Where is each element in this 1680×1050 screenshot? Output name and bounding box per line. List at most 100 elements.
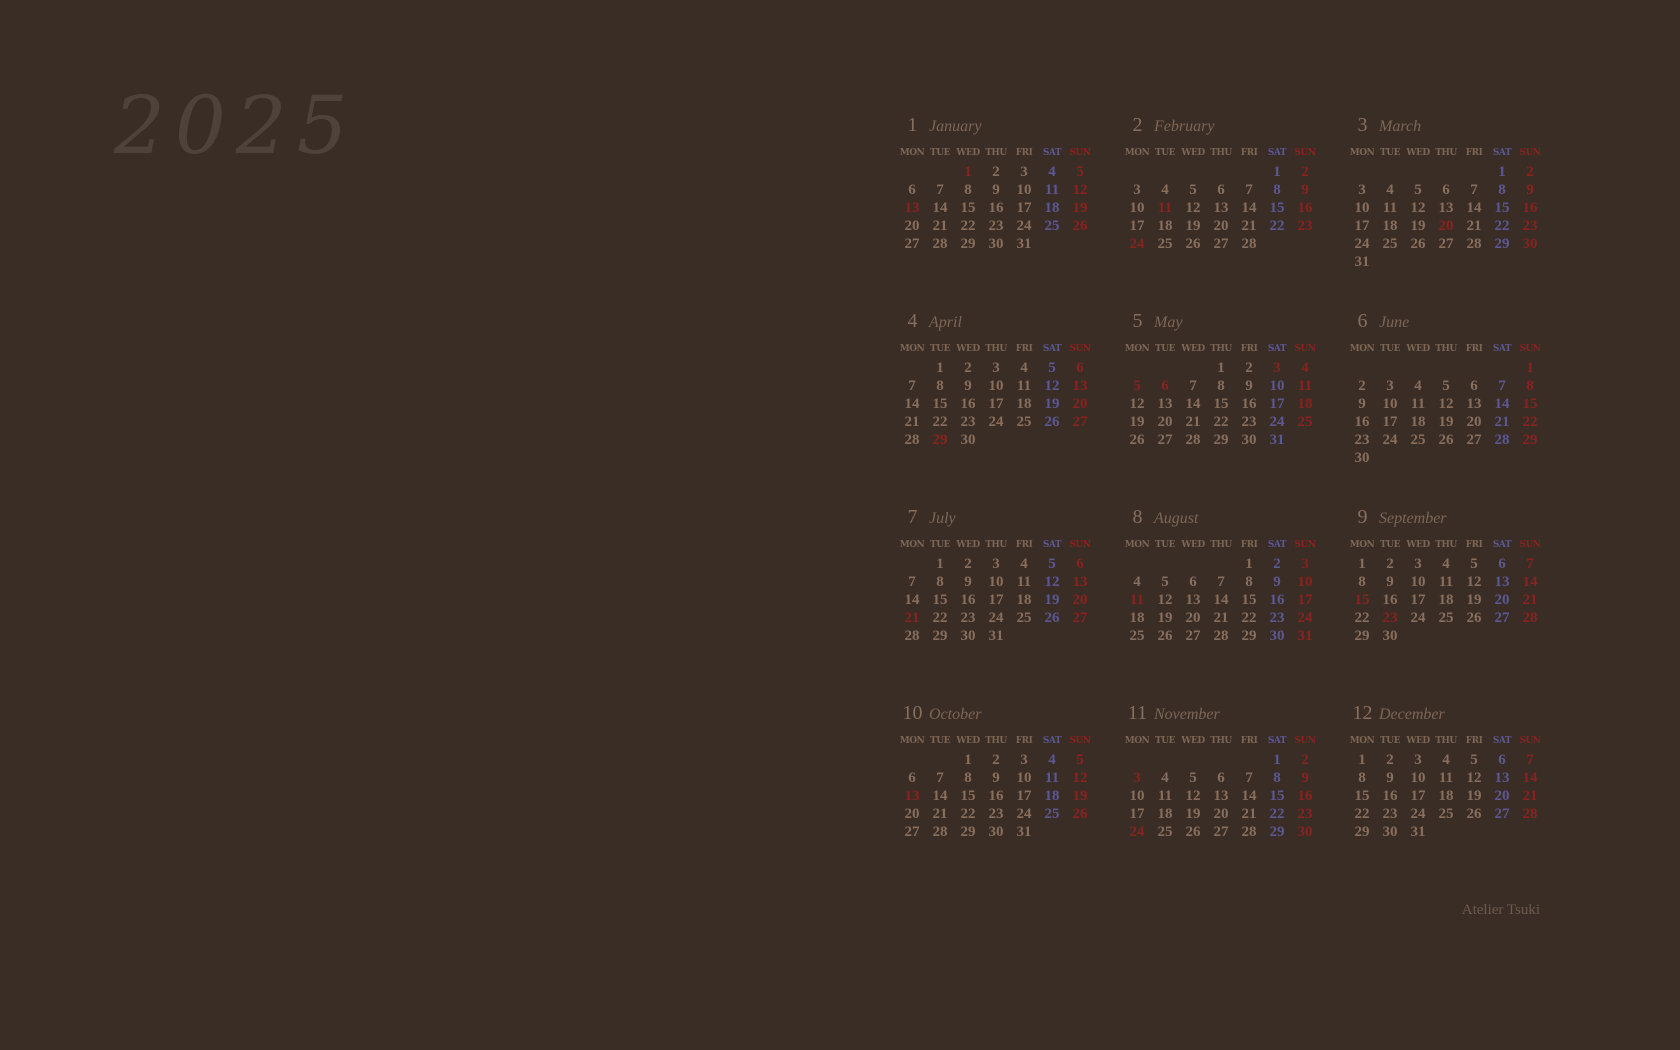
week-row: 23 24 25 26 27 28 29 — [1348, 431, 1544, 449]
day-cell: 7 — [1526, 751, 1534, 768]
day-cell: 16 — [960, 591, 976, 608]
day-cell: 6 — [1161, 377, 1169, 394]
day-cell: 12 — [1185, 787, 1201, 804]
day-cell: 17 — [988, 591, 1004, 608]
day-cell: 24 — [1297, 609, 1313, 626]
month-june: 6 June MON TUE WED THU FRI SAT SUN 1 2 3 4 5 6 7 8 9 10 11 1… — [1348, 310, 1544, 506]
day-cell: 30 — [1354, 449, 1370, 466]
day-cell: 17 — [1297, 591, 1313, 608]
day-cell: 6 — [908, 769, 916, 786]
day-cell: 27 — [1157, 431, 1173, 448]
week-row: 9 10 11 12 13 14 15 — [1348, 395, 1544, 413]
day-cell: 23 — [988, 217, 1004, 234]
day-cell: 13 — [1438, 199, 1454, 216]
day-cell: 9 — [1526, 181, 1534, 198]
weekday-label: TUE — [1380, 539, 1400, 550]
day-cell: 13 — [1157, 395, 1173, 412]
day-cell: 21 — [1522, 787, 1538, 804]
day-cell: 5 — [1470, 555, 1478, 572]
day-cell: 14 — [932, 787, 948, 804]
day-cell: 29 — [1522, 431, 1538, 448]
weekday-label: THU — [1435, 735, 1457, 746]
day-cell: 27 — [1185, 627, 1201, 644]
day-cell: 23 — [1269, 609, 1285, 626]
day-cell: 11 — [1410, 395, 1426, 412]
day-cell: 5 — [1048, 555, 1056, 572]
month-header: 11 November — [1123, 702, 1319, 730]
day-cell: 26 — [1129, 431, 1145, 448]
day-cell: 29 — [1494, 235, 1510, 252]
weekday-label: TUE — [930, 539, 950, 550]
weekday-label: FRI — [1465, 539, 1483, 550]
week-row: 27 28 29 30 31 — [898, 823, 1094, 841]
day-cell: 4 — [1442, 751, 1450, 768]
day-cell: 5 — [1442, 377, 1450, 394]
weekday-label: SAT — [1042, 147, 1062, 158]
day-cell: 5 — [1414, 181, 1422, 198]
day-cell: 15 — [1522, 395, 1538, 412]
day-cell: 25 — [1044, 805, 1060, 822]
day-cell: 26 — [1466, 805, 1482, 822]
day-cell: 11 — [1129, 591, 1145, 608]
day-cell: 14 — [1522, 769, 1538, 786]
day-cell: 6 — [1442, 181, 1450, 198]
weekday-label: SAT — [1492, 735, 1512, 746]
week-row: 14 15 16 17 18 19 20 — [898, 395, 1094, 413]
day-cell: 4 — [1048, 751, 1056, 768]
day-cell: 28 — [1522, 609, 1538, 626]
day-cell: 7 — [1526, 555, 1534, 572]
day-cell: 18 — [1129, 609, 1145, 626]
day-cell: 9 — [992, 769, 1000, 786]
day-cell: 4 — [1414, 377, 1422, 394]
day-cell: 21 — [904, 413, 920, 430]
day-cell: 15 — [1354, 591, 1370, 608]
day-cell: 5 — [1189, 181, 1197, 198]
day-cell: 18 — [1297, 395, 1313, 412]
day-cell: 9 — [1386, 573, 1394, 590]
week-row: 1 2 3 4 5 — [898, 163, 1094, 181]
day-cell: 27 — [1213, 823, 1229, 840]
weekday-label: TUE — [1380, 343, 1400, 354]
day-cell: 7 — [1189, 377, 1197, 394]
weekday-label: SAT — [1492, 539, 1512, 550]
month-name: November — [1154, 706, 1220, 723]
day-cell: 23 — [1241, 413, 1257, 430]
day-cell: 14 — [904, 395, 920, 412]
week-row: 1 2 3 4 5 — [898, 751, 1094, 769]
day-cell: 7 — [936, 181, 944, 198]
day-cell: 24 — [1129, 823, 1145, 840]
day-cell: 24 — [988, 609, 1004, 626]
day-cell: 3 — [1301, 555, 1309, 572]
day-cell: 27 — [1438, 235, 1454, 252]
week-row: 20 21 22 23 24 25 26 — [898, 217, 1094, 235]
month-name: March — [1379, 118, 1422, 135]
day-cell: 20 — [1494, 591, 1510, 608]
day-cell: 24 — [1410, 609, 1426, 626]
weekday-label: SAT — [1267, 735, 1287, 746]
week-row: 27 28 29 30 31 — [898, 235, 1094, 253]
month-header: 6 June — [1348, 310, 1544, 338]
day-cell: 7 — [908, 573, 916, 590]
day-cell: 3 — [992, 555, 1000, 572]
day-cell: 2 — [1386, 751, 1394, 768]
day-cell: 23 — [988, 805, 1004, 822]
day-cell: 23 — [960, 413, 976, 430]
day-cell: 19 — [1185, 217, 1201, 234]
month-header: 3 March — [1348, 114, 1544, 142]
day-cell: 18 — [1438, 591, 1454, 608]
week-row: 24 25 26 27 28 29 30 — [1348, 235, 1544, 253]
weekday-label: FRI — [1240, 539, 1258, 550]
day-cell: 17 — [1129, 805, 1145, 822]
month-may: 5 May MON TUE WED THU FRI SAT SUN 1 2 3 4 5 6 7 8 9 10 11 12… — [1123, 310, 1319, 506]
day-cell: 17 — [1382, 413, 1398, 430]
day-cell: 27 — [1072, 413, 1088, 430]
day-cell: 15 — [1494, 199, 1510, 216]
month-header: 12 December — [1348, 702, 1544, 730]
day-cell: 6 — [908, 181, 916, 198]
day-cell: 10 — [1410, 769, 1426, 786]
day-cell: 18 — [1157, 805, 1173, 822]
day-cell: 28 — [1466, 235, 1482, 252]
day-cell: 25 — [1016, 413, 1032, 430]
week-row: 15 16 17 18 19 20 21 — [1348, 787, 1544, 805]
day-cell: 11 — [1438, 769, 1454, 786]
